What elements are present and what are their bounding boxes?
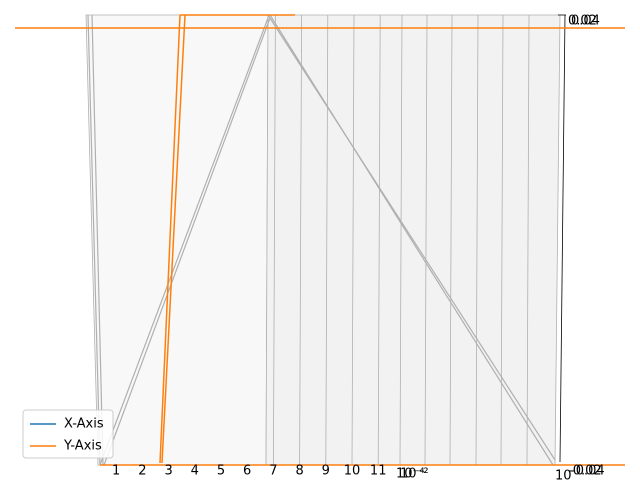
legend-label: X-Axis — [64, 417, 104, 432]
grid-line — [325, 14, 329, 466]
grid-line — [351, 14, 355, 466]
grid-line — [272, 14, 276, 466]
orange-line — [161, 14, 186, 464]
diagonal-line — [267, 14, 556, 461]
x-tick-label: 7 — [269, 464, 277, 479]
x-tick-label: 9 — [322, 464, 330, 479]
pane-line — [526, 14, 530, 466]
pane-line — [399, 14, 403, 466]
corner-label: 10 — [555, 469, 572, 480]
pane-line — [424, 14, 428, 466]
z-tick-label: -0.04 — [571, 464, 605, 479]
grid — [272, 14, 530, 466]
log-tick-label: 10⁻⁴ — [396, 467, 425, 480]
grid-line — [377, 14, 381, 466]
x-tick-label: 8 — [295, 464, 303, 479]
pane-line — [475, 14, 479, 466]
grid-line — [299, 14, 303, 466]
log-tick-label: 10⁻² — [400, 467, 429, 480]
z-tick-label: 0.02 — [568, 14, 597, 29]
edge-line — [91, 14, 104, 466]
legend: X-Axis Y-Axis — [22, 409, 114, 459]
x-tick-label: 2 — [138, 464, 146, 479]
x-tick-label: 4 — [191, 464, 199, 479]
diagonal-line — [269, 14, 554, 466]
pane-line — [500, 14, 504, 466]
z-axis — [559, 14, 566, 463]
z-tick-label: 0.04 — [571, 14, 600, 29]
edge-line — [87, 14, 101, 466]
x-tick-label: 3 — [164, 464, 172, 479]
diagonal-line — [99, 17, 269, 466]
x-tick-label: 10 — [344, 464, 361, 479]
orange-line — [159, 14, 181, 464]
pane-line — [449, 14, 453, 466]
x-tick-label: 5 — [217, 464, 225, 479]
x-tick-label: 1 — [112, 464, 120, 479]
x-tick-label: 11 — [370, 464, 387, 479]
legend-label: Y-Axis — [63, 439, 102, 454]
z-tick-label: -0.02 — [568, 464, 602, 479]
diagonal-line — [103, 17, 271, 466]
x-tick-label: 6 — [243, 464, 251, 479]
tick-labels: 0.02 0.04 -0.02 -0.04 10 10⁻⁴ 10⁻² 1 2 3 4 5… — [112, 14, 605, 480]
